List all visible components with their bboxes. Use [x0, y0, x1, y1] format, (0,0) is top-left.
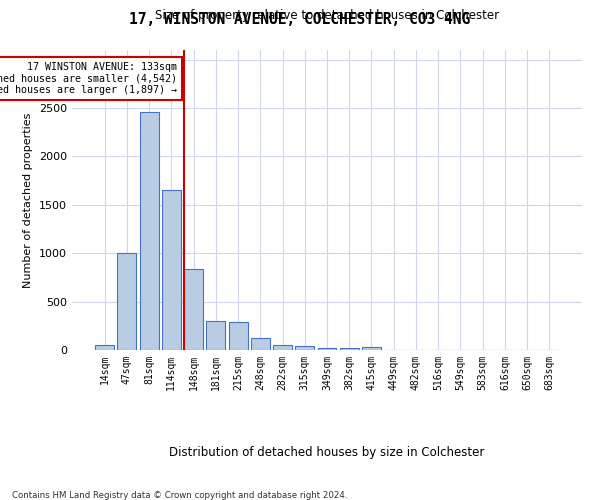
Bar — [229, 322, 248, 350]
Bar — [162, 190, 181, 350]
Bar — [206, 322, 225, 350]
Bar — [295, 346, 314, 350]
Bar — [140, 112, 158, 350]
Text: 17, WINSTON AVENUE, COLCHESTER, CO3 4NG: 17, WINSTON AVENUE, COLCHESTER, CO3 4NG — [130, 12, 470, 28]
Title: Size of property relative to detached houses in Colchester: Size of property relative to detached ho… — [155, 10, 499, 22]
Bar — [251, 338, 270, 350]
Bar — [95, 344, 114, 350]
Bar — [362, 347, 381, 350]
Text: Contains HM Land Registry data © Crown copyright and database right 2024.: Contains HM Land Registry data © Crown c… — [12, 490, 347, 500]
Bar — [273, 344, 292, 350]
Y-axis label: Number of detached properties: Number of detached properties — [23, 112, 34, 288]
Text: 17 WINSTON AVENUE: 133sqm
← 70% of detached houses are smaller (4,542)
29% of se: 17 WINSTON AVENUE: 133sqm ← 70% of detac… — [0, 62, 177, 95]
X-axis label: Distribution of detached houses by size in Colchester: Distribution of detached houses by size … — [169, 446, 485, 458]
Bar — [340, 348, 359, 350]
Bar — [184, 268, 203, 350]
Bar — [317, 348, 337, 350]
Bar — [118, 253, 136, 350]
